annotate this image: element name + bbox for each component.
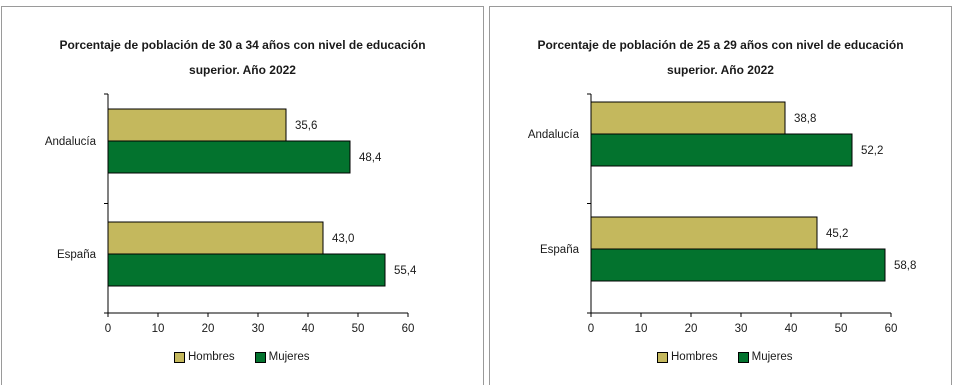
x-tick-label: 50: [835, 323, 848, 335]
bar-chart-right: 0 10 20 30 40 50 60 38,8 52,2 Andalucía 45,2 58,8 Es…: [528, 93, 916, 335]
legend-item-hombres: Hombres: [657, 351, 718, 363]
category-label: España: [540, 244, 580, 256]
bar-hombres: [107, 221, 324, 255]
data-label-hombres: 45,2: [826, 228, 848, 240]
x-tick-label: 10: [635, 323, 648, 335]
data-label-hombres: 38,8: [794, 113, 816, 125]
legend-item-hombres: Hombres: [174, 351, 235, 363]
bar-mujeres: [107, 140, 351, 174]
legend-label-hombres: Hombres: [188, 351, 235, 363]
legend-item-mujeres: Mujeres: [254, 351, 310, 363]
x-tick-label: 40: [302, 323, 315, 335]
legend-swatch-mujeres: [737, 351, 749, 363]
x-tick-label: 30: [252, 323, 265, 335]
bar-hombres: [590, 216, 818, 250]
chart-legend: Hombres Mujeres: [174, 351, 330, 363]
data-label-mujeres: 58,8: [894, 260, 916, 272]
chart-panel-left: Porcentaje de población de 30 a 34 años …: [1, 6, 484, 385]
x-tick-label: 60: [885, 323, 898, 335]
chart-legend: Hombres Mujeres: [657, 351, 813, 363]
legend-swatch-mujeres: [254, 351, 266, 363]
chart-panel-right: Porcentaje de población de 25 a 29 años …: [489, 6, 952, 385]
x-tick-label: 20: [685, 323, 698, 335]
category-label: Andalucía: [528, 129, 580, 141]
bar-mujeres: [107, 253, 386, 287]
x-tick-label: 0: [105, 323, 111, 335]
data-label-mujeres: 52,2: [861, 145, 883, 157]
legend-swatch-hombres: [657, 351, 668, 363]
category-label: España: [57, 249, 97, 261]
category-label: Andalucía: [45, 136, 97, 148]
x-tick-label: 20: [202, 323, 215, 335]
x-tick-label: 10: [152, 323, 165, 335]
legend-label-mujeres: Mujeres: [751, 351, 793, 363]
chart-title-line1: Porcentaje de población de 25 a 29 años …: [537, 38, 904, 52]
legend-item-mujeres: Mujeres: [737, 351, 793, 363]
x-tick-label: 40: [785, 323, 798, 335]
legend-label-mujeres: Mujeres: [268, 351, 310, 363]
x-tick-label: 50: [352, 323, 365, 335]
legend-label-hombres: Hombres: [671, 351, 718, 363]
chart-title-line2: superior. Año 2022: [189, 63, 296, 77]
bar-hombres: [107, 108, 287, 142]
data-label-hombres: 43,0: [332, 233, 354, 245]
x-tick-label: 60: [402, 323, 415, 335]
legend-swatch-hombres: [174, 351, 185, 363]
data-label-mujeres: 48,4: [359, 152, 382, 164]
bar-chart-left: 0 10 20 30 40 50 60 35,6 48,4 Andalucía 43,0 55,4 Es…: [45, 93, 417, 335]
bar-hombres: [590, 101, 786, 135]
data-label-mujeres: 55,4: [394, 265, 417, 277]
chart-title-line1: Porcentaje de población de 30 a 34 años …: [59, 38, 426, 52]
chart-title-line2: superior. Año 2022: [667, 63, 774, 77]
bar-mujeres: [590, 133, 853, 167]
bar-mujeres: [590, 248, 886, 282]
x-tick-label: 0: [588, 323, 594, 335]
data-label-hombres: 35,6: [295, 120, 317, 132]
x-tick-label: 30: [735, 323, 748, 335]
